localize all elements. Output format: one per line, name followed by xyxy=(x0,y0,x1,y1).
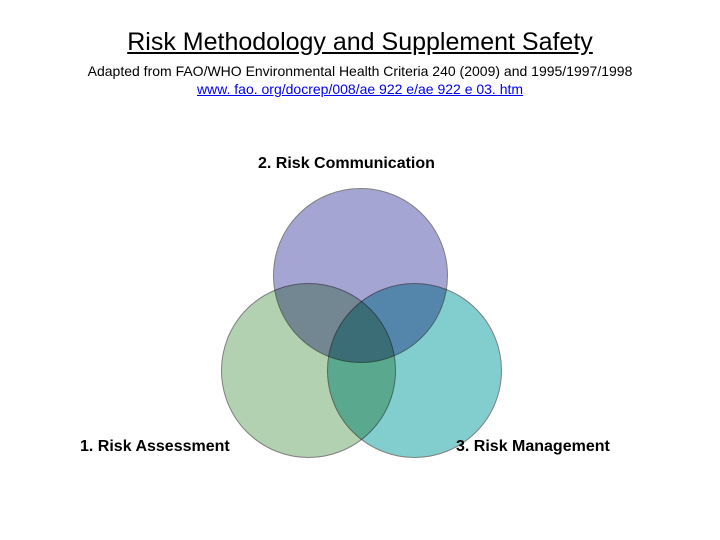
label-risk-management: 3. Risk Management xyxy=(456,438,610,456)
subtitle: Adapted from FAO/WHO Environmental Healt… xyxy=(88,63,633,79)
source-link[interactable]: www. fao. org/docrep/008/ae 922 e/ae 922… xyxy=(197,81,523,97)
venn-circle-right xyxy=(327,283,502,458)
label-risk-communication: 2. Risk Communication xyxy=(258,155,435,173)
label-risk-assessment: 1. Risk Assessment xyxy=(80,438,230,456)
page-title: Risk Methodology and Supplement Safety xyxy=(127,28,593,57)
venn-diagram xyxy=(0,180,720,540)
